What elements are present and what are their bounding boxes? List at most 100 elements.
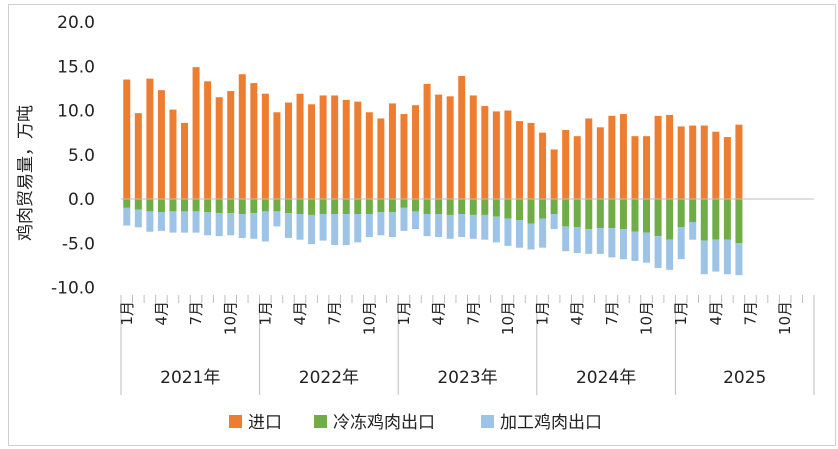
bar-processed-export	[585, 229, 593, 254]
month-tick-label: 7月	[326, 301, 344, 326]
bar-import	[215, 97, 223, 199]
month-tick-label: 10月	[222, 301, 240, 335]
month-tick-label: 4月	[707, 301, 725, 326]
bar-processed-export	[666, 239, 674, 270]
bar-processed-export	[446, 214, 454, 239]
bar-frozen-export	[573, 199, 581, 228]
chart-frame: 鸡肉贸易量，万吨 20.0 15.0 10.0 5.0 0.0 -5.0 -10.0 1月 4…	[8, 4, 836, 446]
bar-import	[238, 74, 246, 199]
bar-frozen-export	[700, 199, 708, 241]
bar-processed-export	[296, 214, 304, 240]
bar-import	[169, 109, 177, 199]
bar-import	[204, 81, 212, 199]
month-tick-label: 4月	[291, 301, 309, 326]
bar-import	[619, 114, 627, 199]
bar-import	[573, 136, 581, 199]
chart-svg: 鸡肉贸易量，万吨 20.0 15.0 10.0 5.0 0.0 -5.0 -10.0 1月 4…	[16, 13, 815, 433]
bar-processed-export	[458, 214, 466, 238]
y-tick-labels: 20.0 15.0 10.0 5.0 0.0 -5.0 -10.0	[51, 13, 95, 299]
bar-import	[596, 127, 604, 199]
bar-processed-export	[562, 226, 570, 252]
bar-frozen-export	[261, 199, 269, 212]
bar-frozen-export	[308, 199, 316, 215]
bar-processed-export	[146, 211, 154, 232]
bar-processed-export	[273, 211, 281, 227]
bar-processed-export	[631, 231, 639, 261]
y-tick-label: -5.0	[62, 234, 95, 254]
bar-import	[342, 99, 350, 199]
bar-processed-export	[573, 227, 581, 253]
month-tick-label: 1月	[395, 301, 413, 326]
bar-import	[469, 95, 477, 199]
bar-processed-export	[157, 212, 165, 231]
bar-processed-export	[423, 214, 431, 237]
bar-frozen-export	[377, 199, 385, 213]
bar-import	[539, 132, 547, 199]
month-tick-label: 4月	[568, 301, 586, 326]
y-tick-label: -10.0	[51, 279, 95, 299]
year-label: 2025	[723, 368, 766, 388]
bar-frozen-export	[400, 199, 408, 208]
bar-import	[181, 122, 189, 199]
y-axis-title-group: 鸡肉贸易量，万吨	[16, 105, 36, 241]
month-tick-label: 7月	[741, 301, 759, 326]
bar-frozen-export	[146, 199, 154, 212]
bar-processed-export	[204, 212, 212, 236]
bar-processed-export	[123, 207, 131, 226]
bar-frozen-export	[631, 199, 639, 232]
axis-group	[120, 198, 815, 395]
bar-frozen-export	[562, 199, 570, 227]
bar-frozen-export	[723, 199, 731, 240]
bar-import	[146, 78, 154, 199]
bars-group	[123, 67, 743, 276]
y-tick-label: 5.0	[68, 146, 95, 166]
bar-frozen-export	[446, 199, 454, 215]
bar-processed-export	[596, 228, 604, 254]
bar-import	[689, 125, 697, 199]
bar-import	[712, 131, 720, 199]
bar-frozen-export	[423, 199, 431, 215]
bar-frozen-export	[689, 199, 697, 223]
bar-processed-export	[342, 214, 350, 246]
bar-processed-export	[481, 214, 489, 240]
bar-processed-export	[723, 239, 731, 275]
bar-frozen-export	[735, 199, 743, 244]
legend-label: 加工鸡肉出口	[500, 413, 602, 433]
bar-frozen-export	[712, 199, 720, 240]
legend-label: 冷冻鸡肉出口	[333, 413, 435, 433]
bar-import	[273, 112, 281, 199]
bar-frozen-export	[596, 199, 604, 229]
bar-frozen-export	[527, 199, 535, 224]
bar-processed-export	[377, 212, 385, 236]
bar-import	[735, 124, 743, 199]
month-tick-label: 4月	[152, 301, 170, 326]
legend-label: 进口	[248, 413, 282, 433]
bar-import	[504, 110, 512, 199]
bar-frozen-export	[354, 199, 362, 215]
month-tick-label: 4月	[430, 301, 448, 326]
bar-frozen-export	[481, 199, 489, 215]
bar-frozen-export	[585, 199, 593, 230]
bar-frozen-export	[296, 199, 304, 215]
bar-processed-export	[354, 214, 362, 243]
bar-import	[492, 111, 500, 199]
bar-processed-export	[227, 213, 235, 236]
legend-swatch	[229, 415, 242, 428]
bar-frozen-export	[515, 199, 523, 221]
month-tick-label: 10月	[499, 301, 517, 335]
bar-processed-export	[469, 214, 477, 239]
bar-frozen-export	[238, 199, 246, 215]
bar-import	[412, 105, 420, 199]
bar-import	[458, 75, 466, 199]
bar-processed-export	[192, 211, 200, 233]
bar-processed-export	[319, 214, 327, 241]
bar-processed-export	[250, 213, 258, 239]
legend-swatch	[481, 415, 494, 428]
bar-processed-export	[550, 214, 558, 230]
month-tick-label: 7月	[464, 301, 482, 326]
legend-item: 加工鸡肉出口	[481, 413, 602, 433]
bar-processed-export	[735, 243, 743, 276]
bar-import	[227, 91, 235, 199]
month-tick-label: 10月	[638, 301, 656, 335]
bar-frozen-export	[388, 199, 396, 213]
